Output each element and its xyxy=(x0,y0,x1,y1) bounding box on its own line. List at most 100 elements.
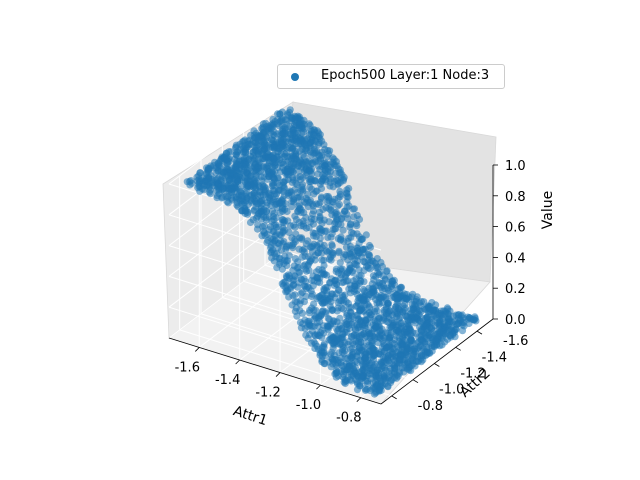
data-point xyxy=(282,288,290,296)
data-point xyxy=(325,218,333,226)
data-point xyxy=(293,312,301,320)
data-point xyxy=(323,153,331,161)
y-tick-label: -1.0 xyxy=(439,383,464,398)
data-point xyxy=(329,183,337,191)
z-gridline xyxy=(168,252,282,339)
data-point xyxy=(263,175,271,183)
data-point xyxy=(307,151,315,159)
data-point xyxy=(347,377,355,385)
x-tick-mark xyxy=(195,347,200,352)
data-point xyxy=(378,286,386,294)
data-point xyxy=(375,300,383,308)
data-point xyxy=(196,187,204,195)
data-point xyxy=(349,269,357,277)
x-tick-label: -1.4 xyxy=(215,373,240,388)
data-point xyxy=(338,279,346,287)
data-point xyxy=(285,228,293,236)
y-axis-line xyxy=(380,318,494,405)
y-tick-mark xyxy=(391,395,397,400)
y-tick-label: -1.6 xyxy=(503,334,528,349)
data-point xyxy=(366,243,375,251)
data-point xyxy=(312,332,320,340)
data-point xyxy=(318,333,326,342)
data-point xyxy=(295,167,303,175)
data-point xyxy=(298,309,307,317)
z-tick-label: 1.0 xyxy=(505,159,526,174)
data-point xyxy=(323,271,331,279)
data-point xyxy=(301,325,309,333)
data-point xyxy=(270,257,278,265)
data-point xyxy=(276,209,284,217)
data-point xyxy=(324,233,332,241)
x-tick-mark xyxy=(275,372,281,377)
data-point xyxy=(335,249,343,257)
y-tick-mark xyxy=(434,363,440,367)
data-point xyxy=(289,266,297,274)
x-tick-label: -1.2 xyxy=(255,386,280,401)
data-point xyxy=(370,390,379,398)
data-point xyxy=(337,221,345,229)
z-axis-label: Value xyxy=(540,191,556,229)
y-tick-label: -1.4 xyxy=(482,350,507,365)
data-point xyxy=(302,224,310,232)
data-point xyxy=(291,223,299,231)
data-point xyxy=(280,219,288,227)
data-point xyxy=(353,386,362,394)
z-gridline xyxy=(168,98,282,185)
y-tick-label: -0.8 xyxy=(418,399,443,414)
data-point xyxy=(289,244,297,252)
data-point xyxy=(294,283,302,291)
data-point xyxy=(285,192,293,200)
data-point xyxy=(253,225,262,233)
data-point xyxy=(298,253,306,261)
data-point xyxy=(374,339,382,347)
data-point xyxy=(339,226,347,234)
x-tick-label: -0.8 xyxy=(336,411,361,426)
x-axis-label: Attr1 xyxy=(231,403,269,429)
data-points xyxy=(183,106,480,398)
axes xyxy=(168,165,494,405)
data-point xyxy=(411,362,419,370)
data-point xyxy=(262,216,270,224)
data-point xyxy=(206,190,214,198)
data-point xyxy=(186,181,194,189)
data-point xyxy=(310,190,318,198)
data-point xyxy=(317,229,325,237)
data-point xyxy=(349,205,357,213)
z-tick-label: 0.0 xyxy=(505,313,526,328)
x-tick-label: -1.6 xyxy=(175,360,200,375)
data-point xyxy=(341,379,349,388)
x-tick-mark xyxy=(316,384,321,390)
x-tick-mark xyxy=(235,359,240,365)
data-point xyxy=(258,232,266,240)
data-point xyxy=(302,267,311,275)
data-point xyxy=(305,309,313,317)
data-point xyxy=(458,327,467,335)
data-point xyxy=(323,198,331,206)
data-point xyxy=(316,279,324,287)
data-point xyxy=(288,203,296,211)
data-point xyxy=(243,210,252,218)
data-point xyxy=(384,383,392,391)
data-point xyxy=(278,265,286,273)
data-point xyxy=(353,222,361,230)
data-point xyxy=(320,256,328,264)
legend-label: Epoch500 Layer:1 Node:3 xyxy=(321,68,490,83)
data-point xyxy=(333,307,341,315)
data-point xyxy=(273,264,281,272)
x-tick-label: -1.0 xyxy=(296,398,321,413)
data-point xyxy=(283,207,291,216)
z-tick-label: 0.2 xyxy=(505,282,526,297)
legend-marker xyxy=(291,73,299,81)
legend: Epoch500 Layer:1 Node:3 xyxy=(277,64,505,89)
data-point xyxy=(407,367,415,375)
data-point xyxy=(346,223,354,231)
data-point xyxy=(347,289,355,297)
z-tick-label: 0.4 xyxy=(505,251,526,266)
data-point xyxy=(417,358,425,366)
data-point xyxy=(319,299,327,307)
data-point xyxy=(277,231,285,239)
x-tick-mark xyxy=(356,397,362,402)
data-point xyxy=(366,265,374,273)
data-point xyxy=(321,360,329,368)
